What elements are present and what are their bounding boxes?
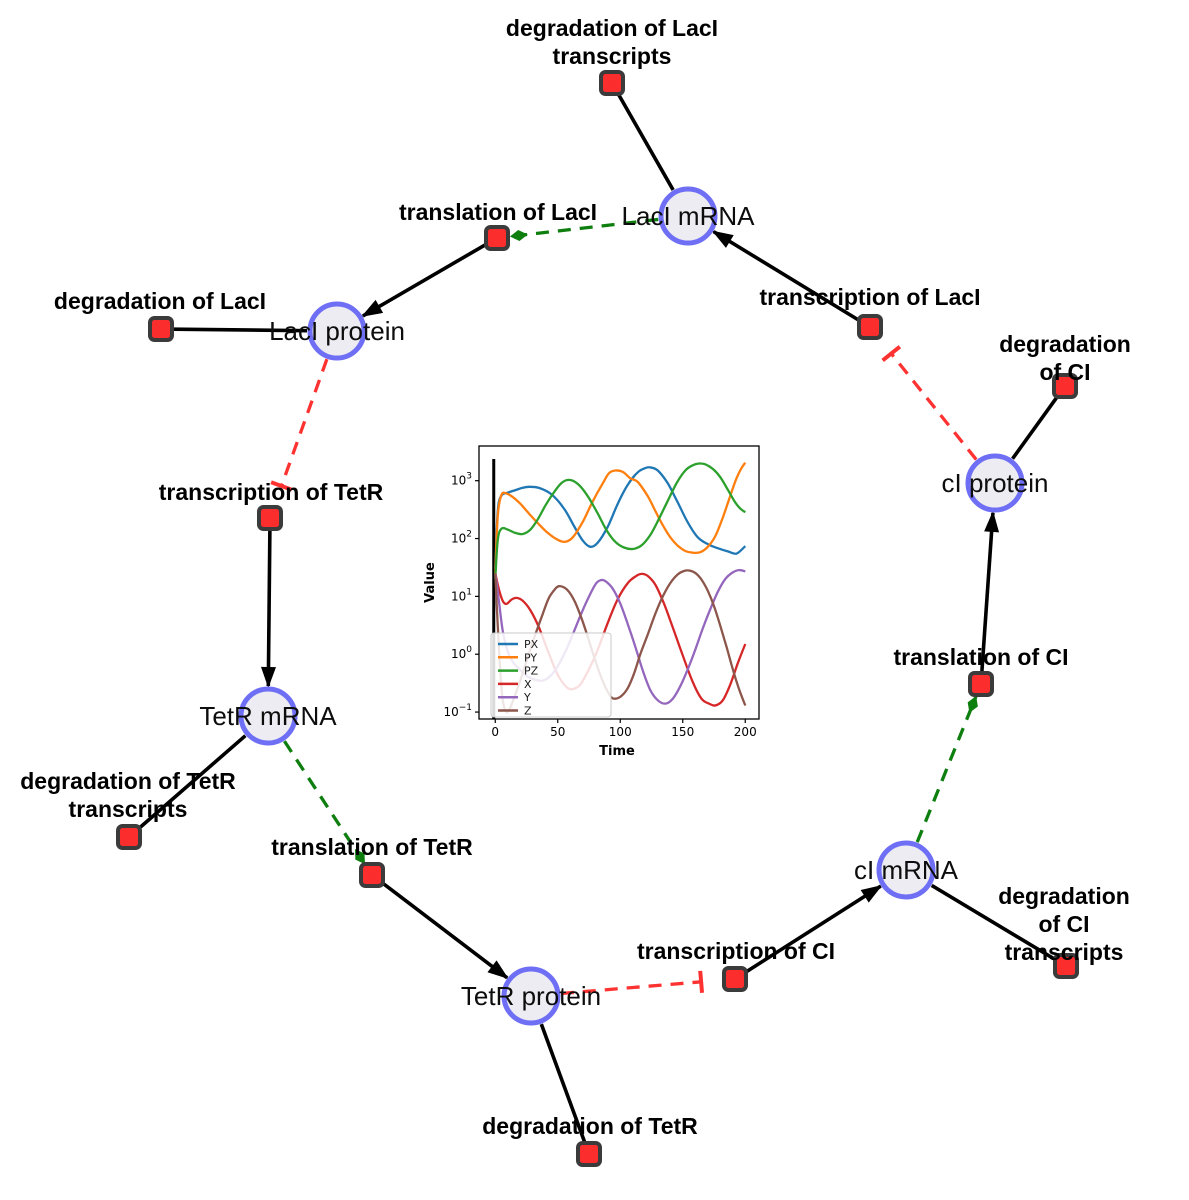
- modifier-edge: [508, 217, 659, 239]
- x-tick-label: 100: [609, 725, 632, 739]
- inhibition-edge: [889, 352, 978, 461]
- deg_tetr_tx-node[interactable]: [116, 824, 142, 850]
- txn_tetr-node[interactable]: [257, 505, 283, 531]
- deg_tetr-node[interactable]: [576, 1141, 602, 1167]
- x-tick-label: 0: [491, 725, 499, 739]
- arrowhead: [711, 230, 734, 248]
- txn_laci-node[interactable]: [857, 314, 883, 340]
- legend-label-Y: Y: [523, 691, 531, 704]
- series-PX: [494, 466, 747, 569]
- inhibition-tbar-icon: [698, 970, 705, 993]
- y-tick-label: 101: [451, 587, 472, 603]
- product-edge: [362, 242, 487, 318]
- legend-label-PX: PX: [524, 638, 539, 651]
- inhibition-tbar-icon: [881, 345, 902, 362]
- legend-box: [490, 632, 612, 718]
- tetr_mrna-node[interactable]: [238, 686, 298, 746]
- tetr_protein-node[interactable]: [501, 966, 561, 1026]
- inhibition-edge: [279, 358, 329, 487]
- transl_laci-node[interactable]: [484, 225, 510, 251]
- ci_protein-node[interactable]: [965, 453, 1025, 513]
- modifier-diamond-icon: [967, 696, 978, 713]
- y-tick-label: 100: [451, 645, 472, 661]
- transl_ci-node[interactable]: [968, 671, 994, 697]
- legend-label-PY: PY: [524, 651, 537, 664]
- substrate-edge: [616, 93, 675, 191]
- x-tick-label: 200: [734, 725, 757, 739]
- legend-label-X: X: [524, 678, 532, 691]
- deg_laci-node[interactable]: [148, 316, 174, 342]
- txn_ci-node[interactable]: [722, 966, 748, 992]
- product-edge: [712, 230, 860, 322]
- inhibition-tbar-icon: [270, 480, 293, 492]
- y-tick-label: 10−1: [443, 703, 472, 719]
- substrate-edge: [539, 1023, 587, 1143]
- legend-label-Z: Z: [524, 705, 532, 718]
- modifier-edge: [915, 694, 979, 843]
- inhibition-edge: [560, 980, 702, 996]
- modifier-diamond-icon: [509, 230, 528, 241]
- deg_ci-node[interactable]: [1052, 373, 1078, 399]
- series-PY: [494, 461, 747, 574]
- x-axis-label: Time: [599, 744, 635, 759]
- ci_mrna-node[interactable]: [876, 840, 936, 900]
- product-edge: [980, 512, 995, 672]
- y-axis-label: Value: [424, 562, 438, 603]
- substrate-edge: [930, 883, 1056, 961]
- y-tick-label: 103: [451, 472, 472, 488]
- deg_laci_tx-node[interactable]: [599, 70, 625, 96]
- transl_tetr-node[interactable]: [359, 862, 385, 888]
- arrowhead: [260, 666, 276, 689]
- product-edge: [744, 884, 882, 974]
- arrowhead: [984, 510, 1000, 533]
- laci_mrna-node[interactable]: [658, 186, 718, 246]
- laci_protein-node[interactable]: [307, 301, 367, 361]
- y-tick-label: 102: [451, 530, 472, 546]
- series-X: [494, 572, 747, 707]
- substrate-edge: [1011, 395, 1059, 460]
- substrate-edge: [137, 734, 247, 830]
- substrate-edge: [173, 327, 308, 333]
- modifier-diamond-icon: [355, 849, 365, 865]
- arrowhead: [487, 960, 509, 980]
- x-tick-label: 50: [550, 725, 565, 739]
- arrowhead: [860, 885, 883, 903]
- arrowhead: [361, 299, 384, 317]
- modifier-edge: [283, 740, 367, 866]
- product-edge: [266, 530, 272, 687]
- product-edge: [381, 881, 509, 980]
- series-PZ: [494, 462, 746, 580]
- deg_ci_tx-node[interactable]: [1053, 953, 1079, 979]
- x-tick-label: 150: [671, 725, 694, 739]
- legend-label-PZ: PZ: [524, 665, 539, 678]
- timeseries-plot: 0 50 100 150 20010−1100101102103TimeValuePXP…: [424, 445, 760, 759]
